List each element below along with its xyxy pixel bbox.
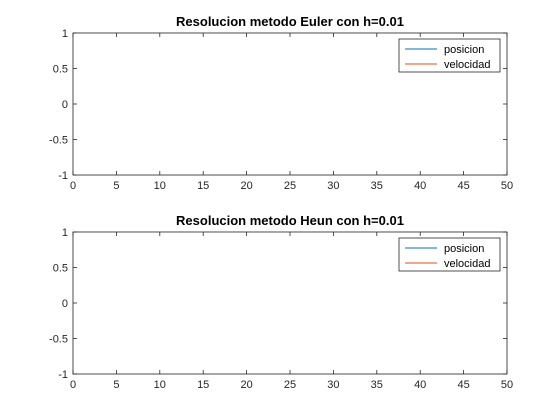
chart-title: Resolucion metodo Heun con h=0.01: [176, 213, 404, 228]
legend-label-velocidad: velocidad: [444, 258, 490, 270]
x-tick-label: 15: [197, 379, 209, 391]
x-tick-label: 20: [240, 180, 252, 192]
x-tick-label: 50: [501, 180, 513, 192]
y-tick-label: -0.5: [49, 135, 68, 147]
legend-label-posicion: posicion: [444, 44, 484, 56]
y-tick-label: 0: [62, 298, 68, 310]
x-tick-label: 20: [240, 379, 252, 391]
x-tick-label: 0: [70, 180, 76, 192]
x-tick-label: 45: [457, 379, 469, 391]
legend: posicion velocidad: [398, 237, 501, 272]
x-tick-label: 0: [70, 379, 76, 391]
x-tick-label: 5: [113, 379, 119, 391]
legend: posicion velocidad: [398, 38, 501, 73]
x-tick-label: 40: [414, 180, 426, 192]
y-tick-label: 1: [62, 227, 68, 239]
x-tick-label: 25: [284, 180, 296, 192]
euler-subplot: 0 5 10 15 20 25 30 35 40 45 50 -1 -0.5 0 0.5 1 Resolucio…: [49, 14, 513, 192]
heun-subplot: 0 5 10 15 20 25 30 35 40 45 50 -1 -0.5 0 0.5 1 Resolucio…: [49, 213, 513, 391]
x-tick-label: 25: [284, 379, 296, 391]
x-tick-label: 30: [327, 180, 339, 192]
x-tick-label: 30: [327, 379, 339, 391]
legend-box: [398, 237, 501, 272]
legend-box: [398, 38, 501, 73]
x-tick-label: 35: [371, 180, 383, 192]
x-tick-label: 45: [457, 180, 469, 192]
x-tick-label: 5: [113, 180, 119, 192]
x-tick-label: 10: [154, 180, 166, 192]
x-tick-label: 50: [501, 379, 513, 391]
x-tick-label: 10: [154, 379, 166, 391]
legend-label-velocidad: velocidad: [444, 59, 490, 71]
y-tick-label: -1: [58, 170, 68, 182]
x-tick-label: 40: [414, 379, 426, 391]
x-tick-label: 35: [371, 379, 383, 391]
legend-label-posicion: posicion: [444, 243, 484, 255]
y-tick-label: -0.5: [49, 334, 68, 346]
y-tick-label: 0: [62, 99, 68, 111]
y-tick-label: -1: [58, 369, 68, 381]
chart-title: Resolucion metodo Euler con h=0.01: [176, 14, 404, 29]
y-tick-label: 0.5: [53, 64, 68, 76]
y-tick-label: 1: [62, 28, 68, 40]
y-tick-label: 0.5: [53, 263, 68, 275]
x-tick-label: 15: [197, 180, 209, 192]
